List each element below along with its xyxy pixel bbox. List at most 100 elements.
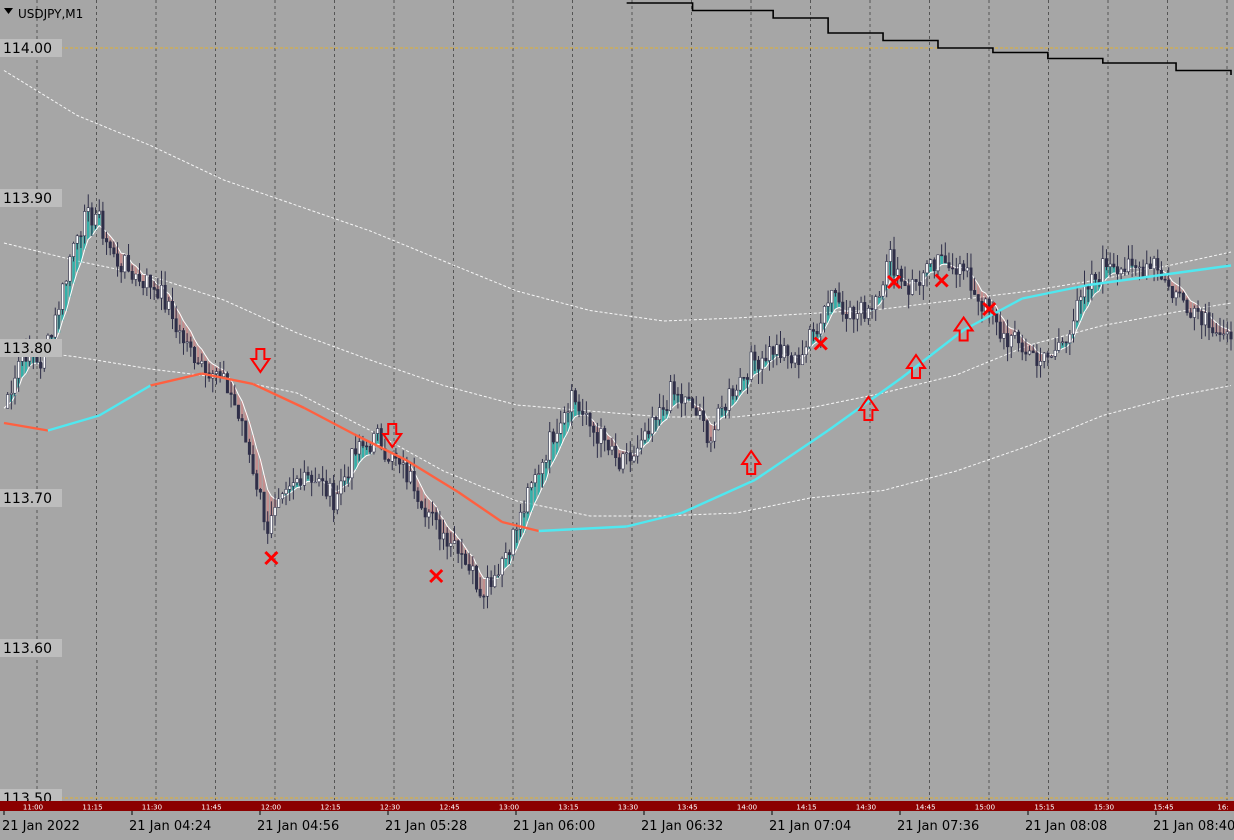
candles bbox=[6, 194, 1233, 609]
symbol-header[interactable]: USDJPY,M1 bbox=[4, 7, 83, 21]
candle-body bbox=[969, 267, 973, 291]
date-label: 21 Jan 2022 bbox=[2, 819, 80, 834]
candle-body bbox=[295, 478, 299, 483]
exit-cross-icon bbox=[982, 301, 997, 317]
candle-body bbox=[460, 553, 464, 555]
candle-body bbox=[643, 430, 647, 441]
price-label-group: 113.80 bbox=[0, 339, 62, 357]
candle-body bbox=[134, 273, 138, 280]
candle-body bbox=[1009, 335, 1013, 348]
candle-body bbox=[775, 344, 779, 355]
candle-body bbox=[262, 491, 266, 523]
envelope-mid-line bbox=[3, 242, 1232, 418]
candle-body bbox=[1181, 292, 1185, 301]
candle-body bbox=[1093, 273, 1097, 280]
candle-body bbox=[910, 279, 914, 295]
candle-body bbox=[68, 256, 72, 282]
price-label: 114.00 bbox=[3, 41, 52, 57]
candle-body bbox=[632, 455, 636, 462]
candle-body bbox=[1214, 332, 1218, 334]
candle-body bbox=[746, 377, 750, 380]
trend-line-segment bbox=[98, 384, 152, 417]
candle-body bbox=[75, 235, 79, 244]
candle-body bbox=[636, 447, 640, 457]
candle-body bbox=[793, 354, 797, 364]
session-time-label: 13:30 bbox=[618, 804, 638, 812]
candle-body bbox=[973, 290, 977, 295]
candle-body bbox=[522, 511, 526, 514]
session-time-label: 15:00 bbox=[975, 804, 995, 812]
candle-body bbox=[925, 263, 929, 274]
candle-body bbox=[288, 485, 292, 490]
trend-line-segment bbox=[626, 511, 682, 528]
candle-body bbox=[720, 406, 724, 409]
candle-body bbox=[1068, 333, 1072, 344]
candle-body bbox=[1090, 273, 1094, 290]
candle-body bbox=[339, 480, 343, 495]
trend-line-segment bbox=[1153, 264, 1232, 278]
candle-body bbox=[881, 284, 885, 297]
session-time-label: 12:45 bbox=[439, 804, 459, 812]
trend-line-segment bbox=[303, 406, 357, 437]
candle-body bbox=[896, 268, 900, 276]
candle-body bbox=[976, 294, 980, 302]
candle-body bbox=[628, 452, 632, 462]
candle-body bbox=[453, 540, 457, 544]
candle-body bbox=[1079, 296, 1083, 301]
candle-body bbox=[808, 329, 812, 348]
trend-line-segment bbox=[406, 459, 459, 494]
candle-body bbox=[427, 511, 431, 518]
candle-body bbox=[467, 564, 471, 571]
candle-body bbox=[500, 558, 504, 576]
trend-line-segment bbox=[252, 382, 305, 410]
candle-body bbox=[526, 487, 530, 513]
candle-body bbox=[101, 210, 105, 239]
candle-body bbox=[1207, 312, 1211, 328]
candle-body bbox=[540, 462, 544, 474]
trend-line-segment bbox=[754, 429, 829, 481]
candle-body bbox=[284, 489, 288, 495]
session-time-label: 11:30 bbox=[142, 804, 162, 812]
date-axis-bg bbox=[0, 811, 1234, 840]
candle-body bbox=[929, 259, 933, 265]
candle-body bbox=[1119, 268, 1123, 275]
candle-body bbox=[998, 321, 1002, 339]
candle-body bbox=[79, 235, 83, 238]
candle-body bbox=[544, 459, 548, 463]
candle-body bbox=[225, 373, 229, 394]
candle-body bbox=[258, 489, 262, 493]
candle-body bbox=[899, 268, 903, 282]
candle-body bbox=[416, 490, 420, 502]
exit-cross-icon bbox=[934, 273, 949, 288]
candle-body bbox=[1185, 299, 1189, 314]
candle-body bbox=[658, 407, 662, 421]
candle-body bbox=[592, 425, 596, 433]
candle-body bbox=[951, 267, 955, 270]
candle-body bbox=[39, 361, 43, 369]
buy-arrow-icon bbox=[905, 353, 927, 379]
candle-body bbox=[376, 428, 380, 434]
candle-body bbox=[1174, 291, 1178, 299]
candle-body bbox=[1042, 352, 1046, 362]
price-label-bg bbox=[0, 639, 62, 657]
candle-body bbox=[13, 377, 17, 394]
candle-body bbox=[1178, 291, 1182, 294]
candle-body bbox=[159, 284, 163, 299]
fast-average-line bbox=[3, 224, 1232, 581]
candle-body bbox=[709, 440, 713, 444]
candle-body bbox=[1141, 266, 1145, 277]
candle-body bbox=[1002, 333, 1006, 339]
dropdown-triangle-icon[interactable] bbox=[4, 8, 13, 14]
candle-body bbox=[170, 300, 174, 320]
session-time-label: 12:15 bbox=[320, 804, 340, 812]
candle-body bbox=[145, 274, 149, 289]
candle-body bbox=[888, 249, 892, 262]
candle-body bbox=[606, 439, 610, 451]
candle-body bbox=[387, 459, 391, 462]
candle-body bbox=[72, 243, 76, 257]
candle-body bbox=[203, 360, 207, 374]
candle-body bbox=[1130, 258, 1134, 266]
price-label-bg bbox=[0, 39, 62, 57]
